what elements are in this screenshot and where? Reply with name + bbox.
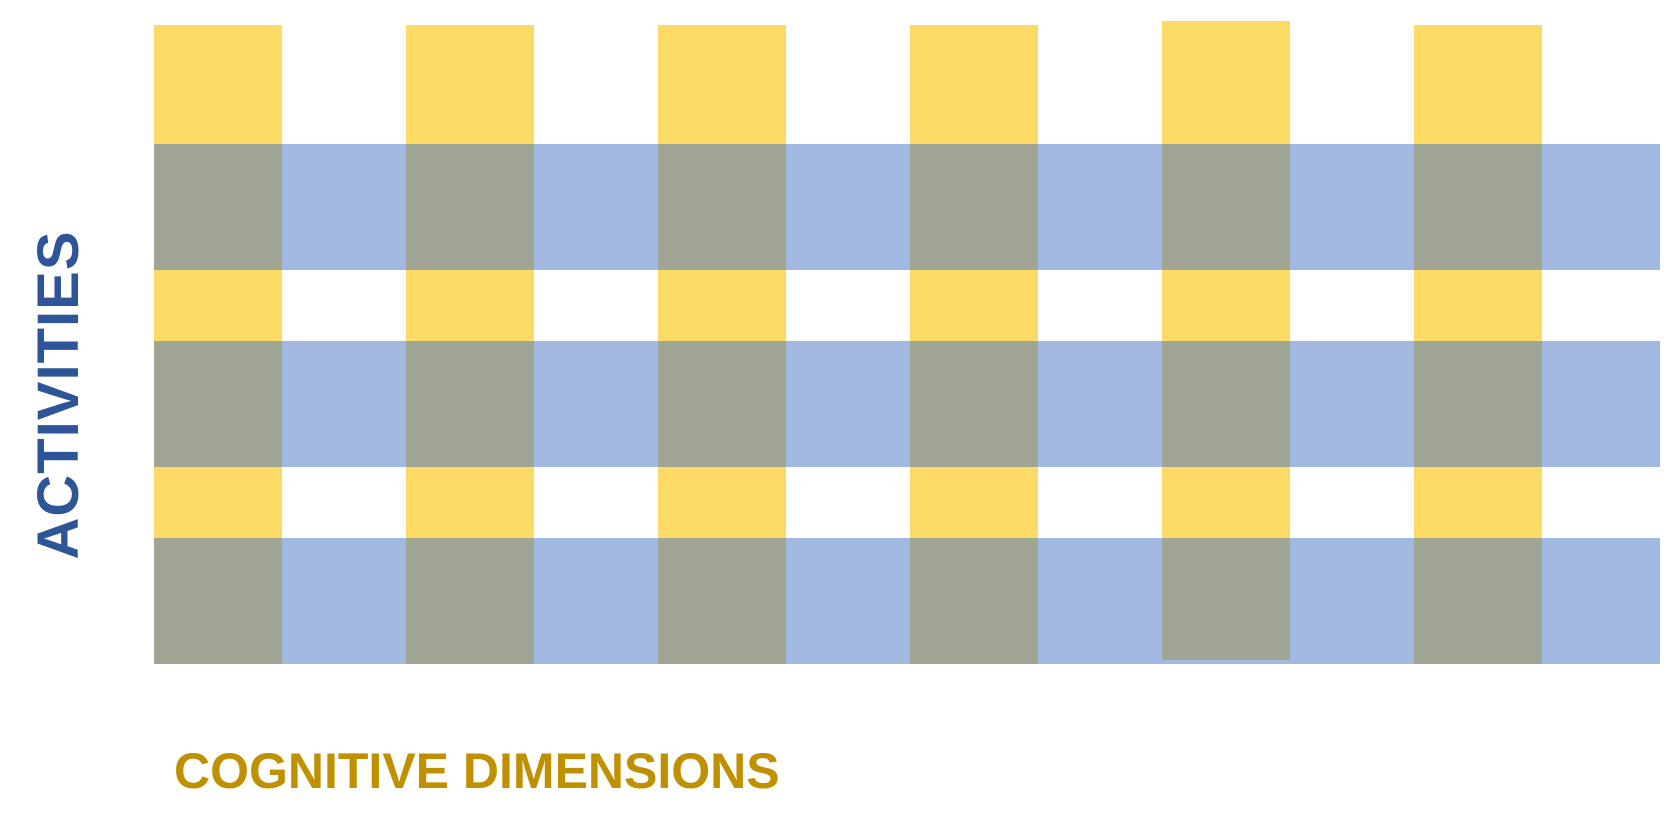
overlap-cell-r3-c3	[658, 538, 786, 664]
overlap-cell-r1-c2	[406, 144, 534, 270]
overlap-cell-r3-c1	[154, 538, 282, 664]
overlap-cell-r3-c6	[1414, 538, 1542, 664]
overlap-cell-r2-c2	[406, 341, 534, 467]
activity-row-1	[154, 144, 1660, 270]
activity-row-3	[154, 538, 1660, 664]
overlap-cell-r1-c1	[154, 144, 282, 270]
overlap-cell-r1-c4	[910, 144, 1038, 270]
overlap-cell-r1-c5	[1162, 144, 1290, 270]
overlap-cell-r2-c1	[154, 341, 282, 467]
activity-row-2	[154, 341, 1660, 467]
x-axis-label: COGNITIVE DIMENSIONS	[174, 743, 780, 799]
overlap-cell-r3-c4	[910, 538, 1038, 664]
overlap-cell-r1-c6	[1414, 144, 1542, 270]
overlap-cell-r2-c6	[1414, 341, 1542, 467]
grid-overlaps	[154, 144, 1542, 664]
overlap-cell-r3-c5	[1162, 538, 1290, 660]
y-axis-label: ACTIVITIES	[26, 230, 91, 559]
overlap-cell-r3-c2	[406, 538, 534, 664]
overlap-cell-r1-c3	[658, 144, 786, 270]
overlap-cell-r2-c3	[658, 341, 786, 467]
overlap-cell-r2-c5	[1162, 341, 1290, 467]
overlap-cell-r2-c4	[910, 341, 1038, 467]
